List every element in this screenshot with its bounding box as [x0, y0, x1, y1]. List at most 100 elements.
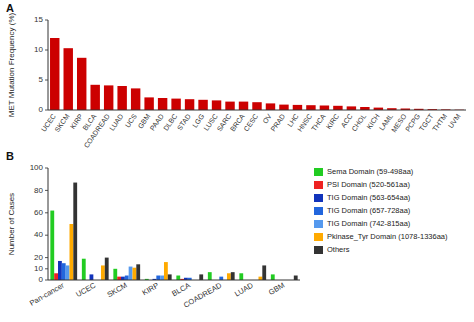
- x-tick-label: CESC: [242, 113, 259, 133]
- bar: [219, 277, 223, 280]
- x-tick-label: THTM: [431, 112, 448, 132]
- legend-label: Others: [327, 245, 350, 254]
- x-tick-label: LUAD: [108, 113, 124, 132]
- legend-swatch: [314, 233, 323, 241]
- bar: [54, 273, 58, 280]
- bar: [50, 211, 54, 280]
- x-axis: [48, 110, 466, 111]
- bar: [50, 38, 59, 110]
- legend-label: Sema Domain (59-498aa): [327, 167, 414, 176]
- y-axis-label: MET Mutation Frequency (%): [7, 13, 16, 118]
- x-tick-label: CHOL: [350, 113, 367, 133]
- bar: [279, 105, 288, 110]
- x-tick-label: BLCA: [170, 281, 191, 299]
- x-tick-label: OV: [261, 112, 273, 125]
- x-tick-label: THCA: [310, 112, 327, 132]
- y-tick-label: 80: [34, 186, 43, 195]
- bar: [129, 267, 133, 280]
- y-tick-label: 0: [39, 105, 44, 114]
- bar: [293, 105, 302, 110]
- bar: [121, 277, 125, 280]
- bar: [306, 105, 315, 110]
- y-tick-label: 15: [34, 15, 43, 24]
- bar: [176, 276, 180, 280]
- legend-label: TIG Domain (563-654aa): [327, 193, 411, 202]
- x-tick-label: COADREAD: [83, 113, 111, 150]
- y-axis: [48, 20, 49, 110]
- bar: [252, 102, 261, 110]
- x-tick-label: SKCM: [105, 281, 128, 300]
- y-tick-label: 0: [39, 275, 44, 284]
- legend-label: Pkinase_Tyr Domain (1078-1336aa): [327, 232, 448, 241]
- y-tick-label: 100: [30, 163, 44, 172]
- x-axis: [48, 280, 300, 281]
- bar: [132, 268, 136, 280]
- panel-title: A: [6, 2, 14, 14]
- bar: [160, 276, 164, 280]
- bar: [168, 274, 172, 280]
- x-tick-label: COADREAD: [182, 280, 224, 309]
- legend-swatch: [314, 246, 323, 254]
- bar: [58, 261, 62, 280]
- bar: [125, 276, 129, 280]
- bar: [164, 262, 168, 280]
- y-axis-label: Number of Cases: [7, 193, 16, 255]
- bar: [266, 103, 275, 110]
- legend-swatch: [314, 181, 323, 189]
- bar: [294, 276, 298, 280]
- bar: [101, 265, 105, 280]
- legend-swatch: [314, 194, 323, 202]
- bar: [117, 86, 126, 110]
- x-tick-label: LUAD: [233, 280, 255, 298]
- x-tick-label: GBM: [267, 281, 286, 297]
- bar: [144, 97, 153, 110]
- bar: [198, 100, 207, 110]
- x-tick-label: STAD: [176, 113, 192, 132]
- legend-label: TIG Domain (657-728aa): [327, 206, 411, 215]
- bar: [69, 224, 73, 280]
- bar: [82, 259, 86, 280]
- bars: [50, 38, 464, 110]
- bar: [258, 277, 262, 280]
- legend: Sema Domain (59-498aa) PSI Domain (520-56…: [314, 167, 448, 254]
- bar: [156, 276, 160, 280]
- y-tick-label: 60: [34, 208, 43, 217]
- legend-label: PSI Domain (520-561aa): [327, 180, 410, 189]
- bar: [262, 265, 266, 280]
- x-tick-label: Pan-cancer: [28, 280, 66, 307]
- bar: [158, 98, 167, 110]
- bar: [104, 85, 113, 110]
- y-tick-label: 10: [34, 45, 43, 54]
- y-tick-label: 40: [34, 230, 43, 239]
- x-tick-label: UCEC: [74, 280, 97, 299]
- bar: [136, 264, 140, 280]
- bars: [50, 183, 297, 280]
- bar: [66, 265, 70, 280]
- bar: [64, 48, 73, 110]
- x-tick-label: DLBC: [162, 113, 178, 132]
- bar: [347, 106, 356, 110]
- panel-title: B: [6, 150, 14, 162]
- bar: [212, 100, 221, 110]
- bar: [171, 99, 180, 110]
- bar: [239, 273, 243, 280]
- bar: [231, 272, 235, 280]
- bar: [90, 274, 94, 280]
- bar: [131, 88, 140, 110]
- y-tick-label: 20: [34, 253, 43, 262]
- bar: [73, 183, 77, 280]
- figure: 051015UCECSKCMKIRPBLCACOADREADLUADUCSGBM…: [0, 0, 474, 322]
- bar: [271, 274, 275, 280]
- legend-swatch: [314, 220, 323, 228]
- bar: [225, 102, 234, 110]
- y-tick-label: 5: [39, 75, 44, 84]
- bar: [62, 263, 66, 280]
- x-tick-label: SKCM: [53, 112, 70, 133]
- bar: [113, 269, 117, 280]
- bar: [117, 277, 121, 280]
- x-tick-label: KIRC: [325, 113, 340, 131]
- bar: [77, 58, 86, 110]
- bar: [199, 274, 203, 280]
- bar: [90, 85, 99, 110]
- x-tick-label: KIRP: [141, 281, 161, 298]
